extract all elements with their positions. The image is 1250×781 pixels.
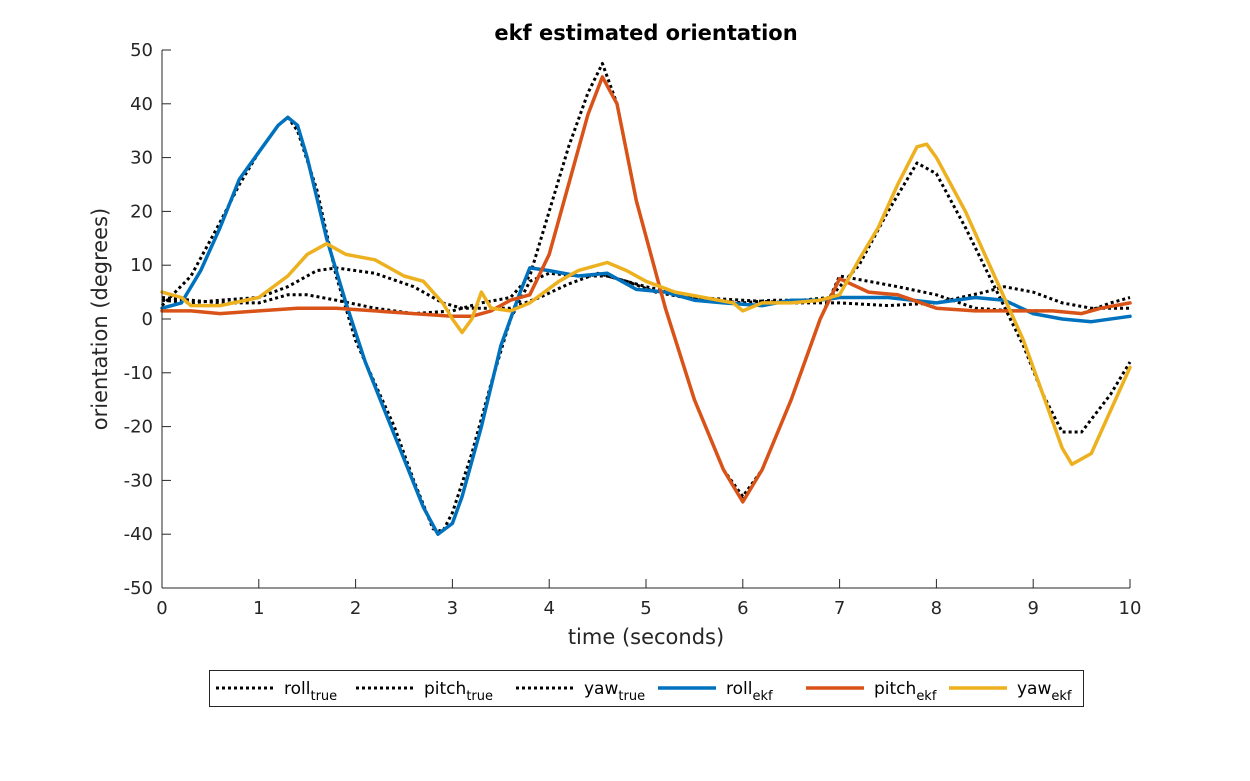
y-tick-label: 30 [130, 148, 153, 169]
legend-label-yaw-true: yawtrue [584, 679, 645, 704]
series-line-pitch-true [161, 62, 1131, 498]
y-tick-label: 0 [142, 309, 153, 330]
x-tick-label: 7 [834, 598, 845, 619]
y-tick-label: 40 [130, 94, 153, 115]
axes: 0 1 2 3 4 5 6 7 8 9 10 -50 -40 -30 -20 -10 0 10 20 30 40 50 [124, 40, 1142, 619]
x-tick-label: 3 [447, 598, 458, 619]
legend-label-pitch-true: pitchtrue [424, 679, 493, 704]
y-tick-label: 10 [130, 255, 153, 276]
legend-label-pitch-ekf: pitchekf [874, 679, 937, 704]
x-tick-label: 9 [1027, 598, 1038, 619]
series-line-roll-true [160, 115, 1130, 533]
series-line-pitch-ekf [160, 75, 1132, 504]
y-axis-label: orientation (degrees) [88, 208, 112, 430]
x-tick-label: 4 [543, 598, 554, 619]
x-tick-label: 10 [1119, 598, 1142, 619]
x-tick-label: 2 [350, 598, 361, 619]
y-tick-label: -10 [124, 363, 153, 384]
x-tick-label: 5 [640, 598, 651, 619]
y-tick-label: -40 [124, 524, 153, 545]
x-tick-label: 8 [931, 598, 942, 619]
x-tick-label: 6 [737, 598, 748, 619]
legend-label-roll-true: rolltrue [284, 679, 337, 704]
y-tick-label: -20 [124, 417, 153, 438]
x-tick-label: 1 [253, 598, 264, 619]
chart-title: ekf estimated orientation [494, 21, 797, 45]
series-line-yaw-ekf [160, 142, 1132, 467]
y-tick-label: -30 [124, 470, 153, 491]
series-line-roll-ekf [160, 115, 1132, 536]
y-tick-label: -50 [124, 578, 153, 599]
legend-label-yaw-ekf: yawekf [1017, 679, 1072, 704]
plot-area [160, 62, 1132, 536]
x-axis-label: time (seconds) [568, 625, 724, 649]
legend-label-roll-ekf: rollekf [726, 679, 773, 704]
legend: rolltrue pitchtrue yawtrue rollekf pitchekf y… [209, 670, 1084, 707]
series-line-yaw-true [161, 161, 1132, 434]
y-tick-label: 20 [130, 201, 153, 222]
x-tick-label: 0 [156, 598, 167, 619]
y-tick-label: 50 [130, 40, 153, 61]
legend-box [209, 670, 1084, 707]
